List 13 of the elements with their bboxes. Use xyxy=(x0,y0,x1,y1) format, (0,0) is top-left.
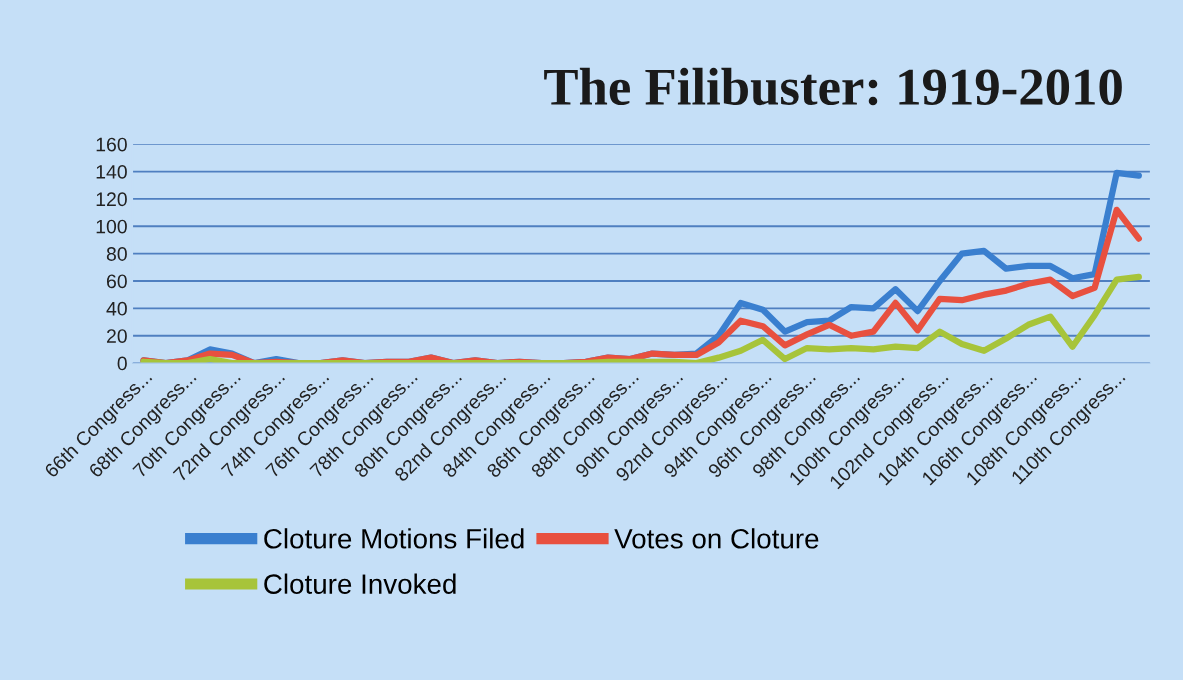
legend-label: Cloture Motions Filed xyxy=(264,528,524,549)
y-tick-label: 0 xyxy=(117,356,127,371)
y-tick-label: 100 xyxy=(96,219,127,234)
y-tick-label: 40 xyxy=(106,301,127,316)
y-tick-label: 140 xyxy=(96,165,127,179)
y-tick-label: 60 xyxy=(107,274,127,289)
legend-label: Votes on Cloture xyxy=(614,528,819,549)
y-tick-label: 80 xyxy=(106,247,127,261)
chart-title: The Filibuster: 1919-2010 xyxy=(544,67,1122,106)
y-tick-label: 20 xyxy=(106,329,127,343)
y-tick-label: 160 xyxy=(96,137,127,152)
y-tick-label: 120 xyxy=(96,192,127,207)
legend-label: Cloture Invoked xyxy=(264,573,456,594)
